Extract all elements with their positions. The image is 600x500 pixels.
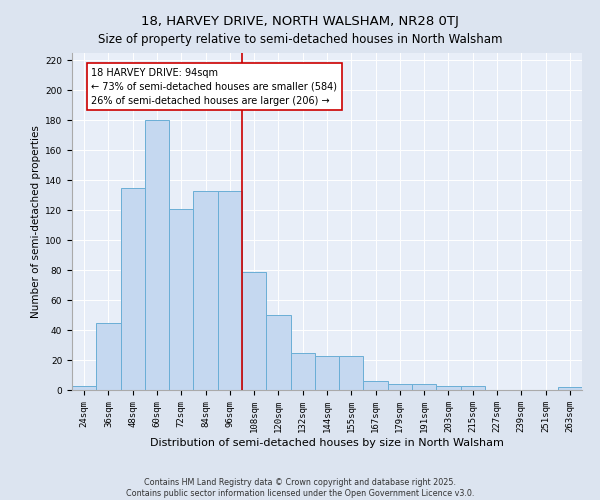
Bar [364, 381, 388, 390]
Bar [461, 386, 485, 390]
Text: Contains HM Land Registry data © Crown copyright and database right 2025.
Contai: Contains HM Land Registry data © Crown c… [126, 478, 474, 498]
Bar [388, 384, 412, 390]
Bar [242, 272, 266, 390]
Bar [218, 190, 242, 390]
Bar [169, 208, 193, 390]
X-axis label: Distribution of semi-detached houses by size in North Walsham: Distribution of semi-detached houses by … [150, 438, 504, 448]
Bar [412, 384, 436, 390]
Bar [121, 188, 145, 390]
Bar [339, 356, 364, 390]
Bar [290, 352, 315, 390]
Bar [96, 322, 121, 390]
Bar [315, 356, 339, 390]
Y-axis label: Number of semi-detached properties: Number of semi-detached properties [31, 125, 41, 318]
Bar [193, 190, 218, 390]
Bar [266, 315, 290, 390]
Bar [558, 387, 582, 390]
Bar [145, 120, 169, 390]
Text: 18, HARVEY DRIVE, NORTH WALSHAM, NR28 0TJ: 18, HARVEY DRIVE, NORTH WALSHAM, NR28 0T… [141, 15, 459, 28]
Text: 18 HARVEY DRIVE: 94sqm
← 73% of semi-detached houses are smaller (584)
26% of se: 18 HARVEY DRIVE: 94sqm ← 73% of semi-det… [91, 68, 337, 106]
Text: Size of property relative to semi-detached houses in North Walsham: Size of property relative to semi-detach… [98, 32, 502, 46]
Bar [72, 386, 96, 390]
Bar [436, 386, 461, 390]
